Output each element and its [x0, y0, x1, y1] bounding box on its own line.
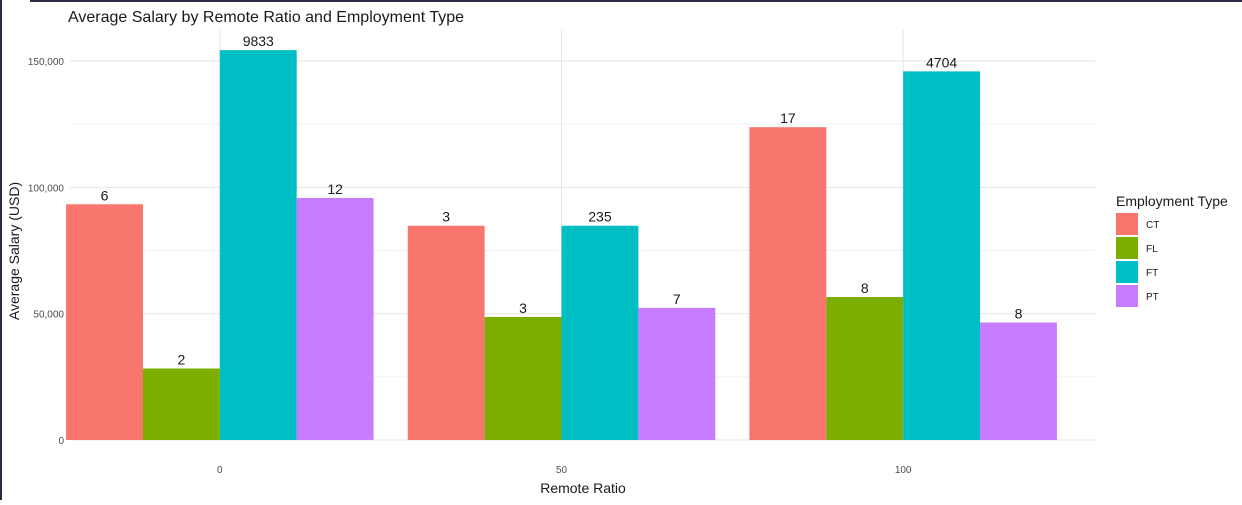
data-label-fl-50: 3 — [519, 300, 527, 316]
legend-title: Employment Type — [1116, 193, 1228, 209]
axes: 0 50,000 100,000 150,000 0 50 100 — [28, 57, 912, 476]
bar-pt-50 — [638, 307, 716, 440]
data-label-ct-50: 3 — [442, 209, 450, 225]
bar-pt-100 — [980, 322, 1057, 440]
bar-ft-0 — [219, 50, 297, 440]
x-tick-label: 100 — [895, 465, 912, 476]
window-left-border — [0, 0, 2, 500]
legend-label-pt: PT — [1146, 292, 1159, 303]
legend-key-ft — [1116, 261, 1138, 283]
data-label-pt-50: 7 — [673, 291, 681, 307]
y-tick-label: 0 — [58, 436, 64, 447]
bar-ct-0 — [66, 204, 143, 440]
bar-ft-100 — [903, 71, 981, 440]
y-tick-label: 50,000 — [33, 310, 64, 321]
legend: Employment Type CT FL FT PT — [1116, 193, 1228, 307]
bar-pt-0 — [296, 197, 374, 440]
bars — [66, 50, 1057, 440]
y-tick-label: 150,000 — [28, 57, 65, 68]
bar-ct-50 — [407, 225, 485, 440]
legend-label-ct: CT — [1146, 220, 1159, 231]
data-label-ct-0: 6 — [101, 187, 109, 203]
y-axis-title: Average Salary (USD) — [6, 182, 22, 320]
bar-fl-100 — [826, 296, 904, 440]
data-label-ft-0: 9833 — [243, 33, 274, 49]
legend-key-pt — [1116, 285, 1138, 307]
data-label-fl-100: 8 — [861, 280, 869, 296]
data-label-fl-0: 2 — [177, 351, 185, 367]
data-label-ft-100: 4704 — [926, 54, 957, 70]
bar-ct-100 — [749, 127, 827, 440]
data-label-pt-100: 8 — [1015, 306, 1023, 322]
legend-label-ft: FT — [1146, 268, 1158, 279]
data-label-ft-50: 235 — [588, 209, 612, 225]
bar-fl-50 — [484, 316, 562, 440]
bar-fl-0 — [142, 368, 220, 440]
data-label-ct-100: 17 — [780, 110, 796, 126]
x-axis-title: Remote Ratio — [540, 480, 626, 496]
legend-label-fl: FL — [1146, 244, 1158, 255]
bar-labels: 6 2 9833 12 3 3 235 7 17 8 4704 8 — [101, 33, 1023, 367]
y-tick-label: 100,000 — [28, 183, 65, 194]
bar-ft-50 — [561, 225, 639, 440]
chart-title: Average Salary by Remote Ratio and Emplo… — [68, 9, 464, 26]
legend-items: CT FL FT PT — [1116, 213, 1159, 307]
window-top-border — [30, 0, 1242, 2]
x-tick-label: 50 — [556, 465, 568, 476]
data-label-pt-0: 12 — [327, 181, 343, 197]
legend-key-ct — [1116, 213, 1138, 235]
x-tick-label: 0 — [217, 465, 223, 476]
legend-key-fl — [1116, 237, 1138, 259]
